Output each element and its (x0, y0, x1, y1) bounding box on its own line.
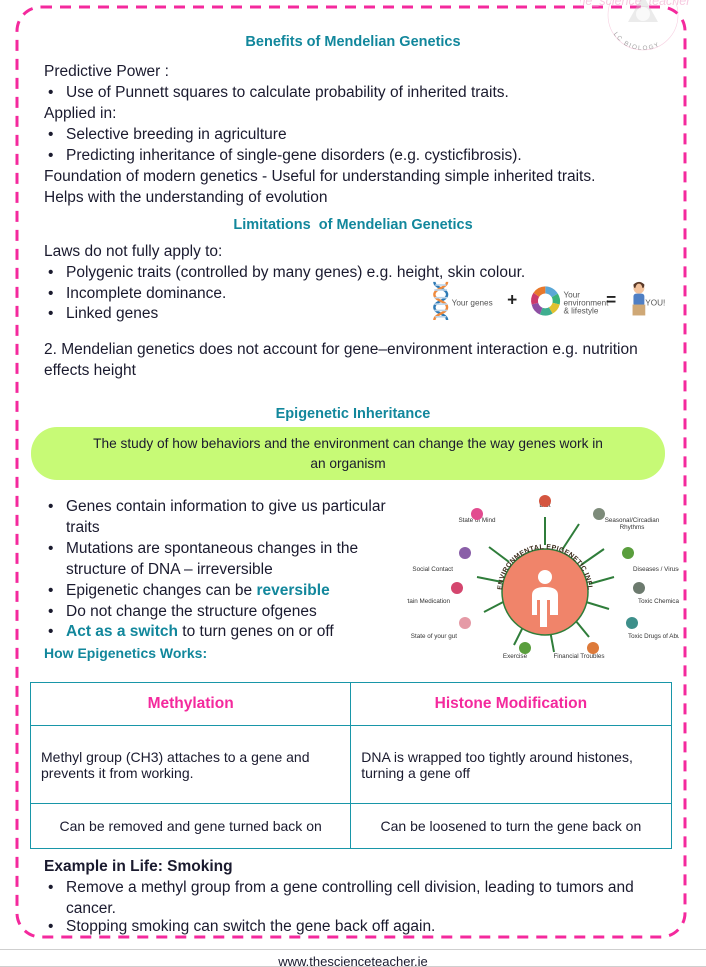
svg-text:State of your gut: State of your gut (411, 633, 457, 640)
svg-text:Toxic Drugs of Abuse: Toxic Drugs of Abuse (628, 633, 679, 640)
svg-text:Your genes: Your genes (452, 298, 493, 307)
svg-text:Diseases / Viruses: Diseases / Viruses (633, 566, 679, 573)
svg-text:Certain Medication: Certain Medication (407, 598, 450, 605)
svg-text:Toxic Chemicals: Toxic Chemicals (638, 598, 679, 605)
svg-text:the_science_teacher: the_science_teacher (580, 0, 691, 8)
svg-text:Exercise: Exercise (503, 653, 528, 660)
svg-text:+: + (507, 289, 517, 309)
svg-text:Social Contact: Social Contact (412, 566, 453, 573)
svg-text:Seasonal/Circadian: Seasonal/Circadian (605, 517, 660, 524)
svg-text:Financial Troubles: Financial Troubles (553, 653, 604, 660)
svg-text:Rhythms: Rhythms (620, 524, 645, 531)
svg-text:YOU!: YOU! (645, 298, 665, 307)
svg-text:& lifestyle: & lifestyle (563, 307, 598, 316)
svg-text:=: = (606, 289, 616, 309)
